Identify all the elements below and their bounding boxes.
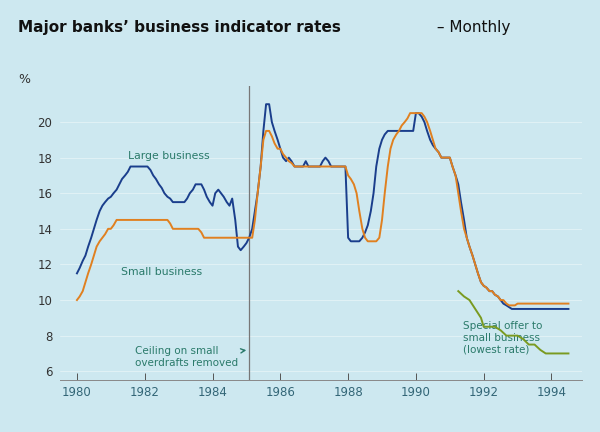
- Text: Ceiling on small
overdrafts removed: Ceiling on small overdrafts removed: [134, 346, 245, 368]
- Text: %: %: [18, 73, 30, 86]
- Text: Small business: Small business: [121, 267, 202, 277]
- Text: Special offer to
small business
(lowest rate): Special offer to small business (lowest …: [463, 321, 543, 355]
- Text: Large business: Large business: [128, 151, 209, 161]
- Text: – Monthly: – Monthly: [432, 20, 511, 35]
- Text: Major banks’ business indicator rates: Major banks’ business indicator rates: [18, 20, 341, 35]
